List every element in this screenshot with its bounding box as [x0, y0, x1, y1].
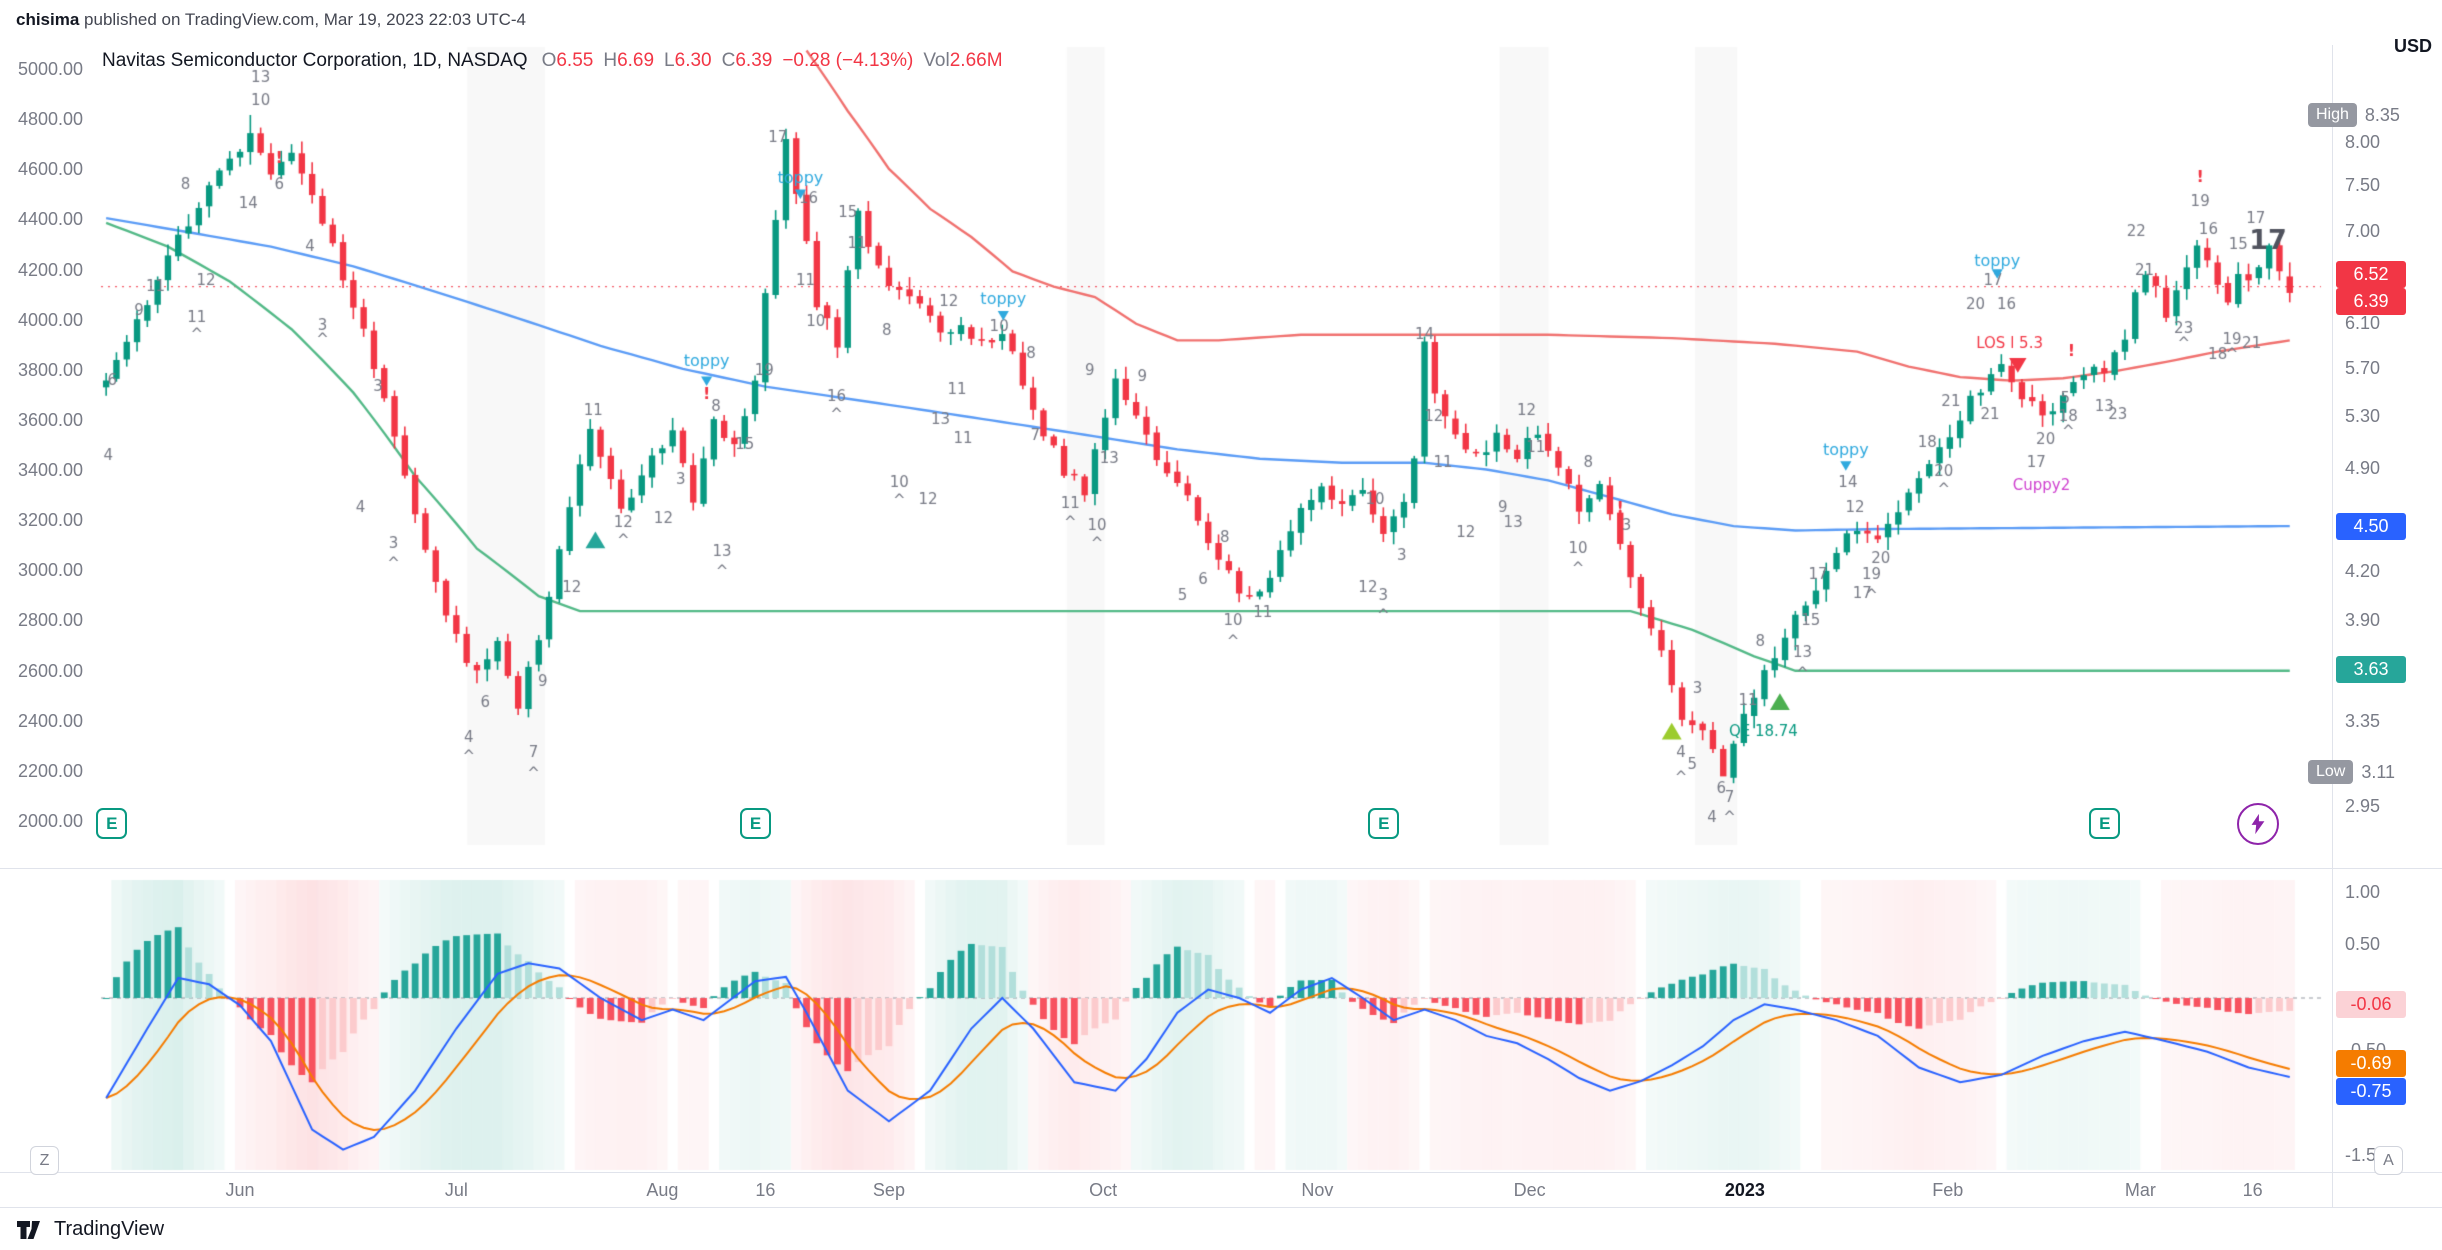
left-axis-label: 3600.00	[18, 409, 84, 430]
symbol-title: Navitas Semiconductor Corporation, 1D, N…	[102, 50, 528, 71]
high-value: 8.35	[2364, 105, 2400, 125]
ohlc-field: L6.30	[664, 50, 712, 71]
left-axis-label: 2200.00	[18, 760, 84, 781]
price-badge: 6.39	[2336, 287, 2406, 315]
indicator-axis-label: 0.50	[2345, 934, 2381, 955]
earnings-icon[interactable]: E	[2089, 808, 2121, 839]
time-axis-label: 2023	[1724, 1180, 1765, 1200]
axis-separator	[2332, 45, 2333, 1207]
time-axis-label: Dec	[1513, 1180, 1546, 1200]
ohlc-field: C6.39	[721, 50, 773, 71]
tradingview-logo-icon	[17, 1221, 40, 1239]
ohlc-field: O6.55	[541, 50, 594, 71]
high-chip: High	[2308, 103, 2357, 127]
time-axis-label: Sep	[872, 1180, 905, 1200]
time-axis-label: 16	[755, 1180, 776, 1200]
left-axis-label: 3200.00	[18, 510, 84, 531]
right-axis-label: 2.95	[2345, 795, 2381, 816]
right-axis-label: 3.90	[2345, 610, 2381, 631]
hint-z-label: Z	[39, 1151, 50, 1169]
right-axis-label: 4.90	[2345, 458, 2381, 479]
left-axis-label: 4400.00	[18, 209, 84, 230]
flash-icon[interactable]	[2237, 803, 2279, 845]
tradingview-logo[interactable]	[16, 1218, 46, 1240]
low-label-row: Low 3.11	[2308, 759, 2395, 785]
ohlc-field: H6.69	[603, 50, 655, 71]
right-axis-label: 7.00	[2345, 221, 2381, 242]
left-axis-label: 4600.00	[18, 159, 84, 180]
right-axis-label: 5.30	[2345, 406, 2381, 427]
low-chip: Low	[2308, 759, 2354, 784]
brand-name[interactable]: TradingView	[54, 1217, 165, 1240]
time-axis-label: Jun	[225, 1180, 255, 1200]
left-axis-label: 3000.00	[18, 560, 84, 581]
left-axis-label: 4200.00	[18, 259, 84, 280]
ohlc-field: Vol2.66M	[923, 50, 1003, 71]
time-axis-label: Feb	[1932, 1180, 1964, 1200]
right-axis-label: 4.20	[2345, 560, 2381, 581]
left-axis-label: 3800.00	[18, 359, 84, 380]
right-axis-label: 3.35	[2345, 711, 2381, 732]
left-axis-label: 2600.00	[18, 660, 84, 681]
attribution-text: published on TradingView.com, Mar 19, 20…	[79, 10, 526, 29]
time-axis-label: Aug	[646, 1180, 679, 1200]
time-axis-label: Oct	[1089, 1180, 1118, 1200]
hint-z-button[interactable]: Z	[30, 1146, 59, 1175]
right-axis-label: 8.00	[2345, 132, 2381, 153]
ohlc-field: −0.28 (−4.13%)	[782, 50, 914, 71]
time-axis-label: Jul	[444, 1180, 468, 1200]
indicator-axis-label: 1.00	[2345, 881, 2381, 902]
indicator-badge: -0.75	[2336, 1077, 2406, 1105]
left-axis-label: 5000.00	[18, 59, 84, 79]
hint-a-label: A	[2383, 1151, 2394, 1169]
price-badge: 6.52	[2336, 260, 2406, 288]
earnings-icon[interactable]: E	[740, 808, 772, 839]
timeaxis-separator	[0, 1172, 2442, 1173]
indicator-badge: -0.69	[2336, 1049, 2406, 1077]
earnings-icon[interactable]: E	[96, 808, 128, 839]
left-axis-label: 4000.00	[18, 309, 84, 330]
right-axis-label: 5.70	[2345, 357, 2381, 378]
left-axis-label: 2800.00	[18, 610, 84, 631]
lightning-bolt-icon	[2251, 813, 2265, 835]
price-badge: 3.63	[2336, 655, 2406, 683]
time-axis-label: Mar	[2124, 1180, 2156, 1200]
footer-separator	[0, 1207, 2442, 1208]
currency-label: USD	[2394, 36, 2433, 56]
left-axis-label: 3400.00	[18, 460, 84, 481]
time-axis-label: 16	[2242, 1180, 2263, 1200]
price-badge: 4.50	[2336, 513, 2406, 541]
right-axis-label: 7.50	[2345, 175, 2381, 196]
high-label-row: High 8.35	[2308, 102, 2400, 128]
ohlc-fields: O6.55 H6.69 L6.30 C6.39 −0.28 (−4.13%) Vol2.6…	[542, 50, 1013, 71]
auto-scale-button[interactable]: A	[2374, 1146, 2403, 1175]
low-value: 3.11	[2361, 761, 2396, 782]
symbol-info-row: Navitas Semiconductor Corporation, 1D, N…	[102, 50, 1013, 72]
left-axis-label: 2000.00	[18, 811, 84, 831]
attribution: chisima published on TradingView.com, Ma…	[16, 10, 526, 30]
indicator-badge: -0.06	[2336, 991, 2406, 1019]
footer: TradingView	[0, 1208, 2442, 1250]
attribution-user: chisima	[16, 10, 80, 29]
time-axis-label: Nov	[1301, 1180, 1334, 1200]
pane-separator[interactable]	[0, 868, 2442, 869]
earnings-icon[interactable]: E	[1368, 808, 1400, 839]
left-axis-label: 2400.00	[18, 710, 84, 731]
left-axis-label: 4800.00	[18, 109, 84, 130]
right-axis-label: 6.10	[2345, 312, 2381, 333]
